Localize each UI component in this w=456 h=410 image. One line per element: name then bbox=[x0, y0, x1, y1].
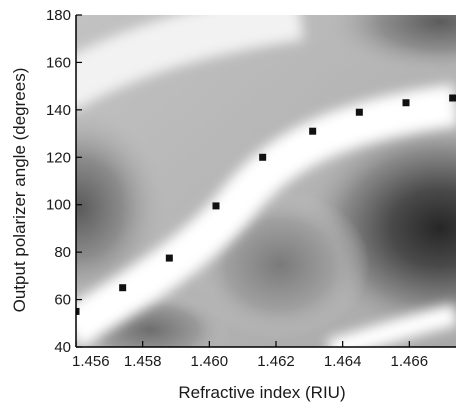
x-tick-label: 1.464 bbox=[324, 353, 362, 370]
x-tick-label: 1.462 bbox=[257, 353, 295, 370]
contour-bright-ridge-top bbox=[76, 15, 304, 110]
y-tick-label: 140 bbox=[46, 102, 71, 119]
contour-dark-region-top bbox=[320, 15, 456, 77]
data-point bbox=[449, 94, 456, 102]
data-point bbox=[402, 99, 410, 107]
y-tick-label: 100 bbox=[46, 197, 71, 214]
axis-ticks: 1.456 1.458 1.460 1.462 1.464 1.466 40 60 80 100 1… bbox=[46, 7, 428, 370]
data-point bbox=[309, 127, 317, 135]
contour-bright-ridge-main bbox=[76, 84, 456, 347]
data-point bbox=[355, 108, 363, 116]
data-point bbox=[119, 284, 127, 292]
x-tick-label: 1.466 bbox=[391, 353, 429, 370]
data-point bbox=[165, 254, 173, 262]
y-tick-label: 180 bbox=[46, 7, 71, 24]
y-tick-label: 60 bbox=[54, 292, 71, 309]
data-point bbox=[212, 202, 220, 210]
x-tick-label: 1.456 bbox=[72, 353, 110, 370]
y-tick-label: 40 bbox=[54, 339, 71, 356]
y-tick-label: 80 bbox=[54, 244, 71, 261]
contour-bright-ridge-bottom bbox=[326, 304, 456, 347]
data-points bbox=[76, 94, 456, 315]
y-tick-label: 120 bbox=[46, 149, 71, 166]
y-axis-title: Output polarizer angle (degrees) bbox=[10, 68, 29, 313]
plot-area bbox=[76, 15, 456, 347]
x-tick-label: 1.458 bbox=[124, 353, 162, 370]
x-tick-label: 1.460 bbox=[191, 353, 229, 370]
data-point bbox=[76, 307, 80, 315]
y-tick-label: 160 bbox=[46, 54, 71, 71]
x-axis-title: Refractive index (RIU) bbox=[178, 383, 345, 402]
data-point bbox=[259, 153, 267, 161]
